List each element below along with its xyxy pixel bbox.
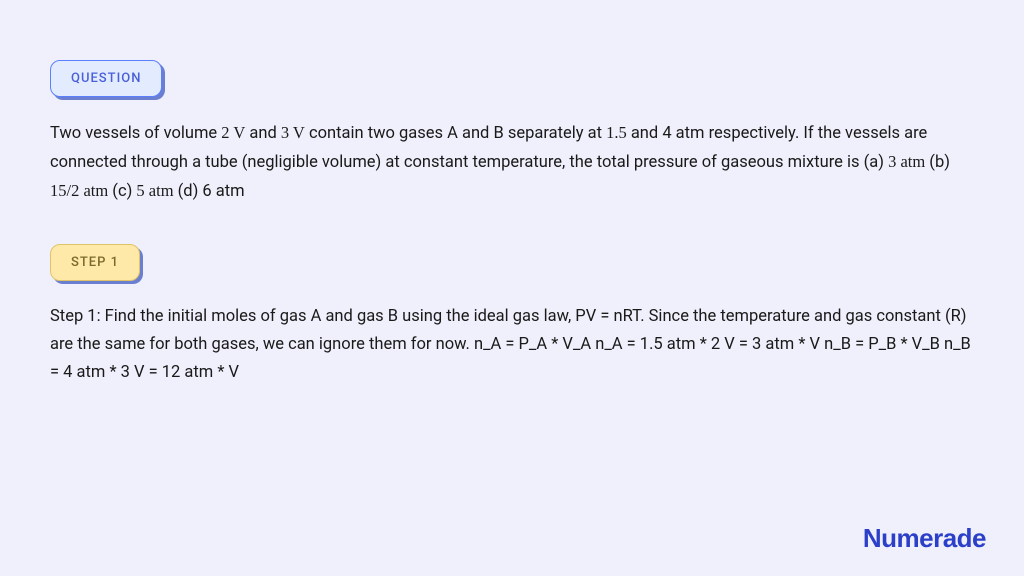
- step-badge-label: STEP 1: [71, 255, 119, 270]
- question-math: 2 V: [221, 123, 245, 142]
- question-answer: 3 atm: [888, 152, 925, 171]
- question-answer: 15/2 atm: [50, 181, 108, 200]
- question-answer: 5 atm: [136, 181, 173, 200]
- question-part: (b): [925, 153, 950, 172]
- question-section: QUESTION Two vessels of volume 2 V and 3…: [50, 60, 974, 206]
- step-section: STEP 1 Step 1: Find the initial moles of…: [50, 244, 974, 387]
- question-part: and: [245, 124, 281, 143]
- question-text: Two vessels of volume 2 V and 3 V contai…: [50, 119, 974, 206]
- question-badge: QUESTION: [50, 60, 162, 97]
- step-text: Step 1: Find the initial moles of gas A …: [50, 303, 974, 387]
- question-part: Two vessels of volume: [50, 124, 221, 143]
- step-badge: STEP 1: [50, 244, 140, 281]
- question-badge-label: QUESTION: [71, 71, 141, 86]
- logo: Numerade: [863, 523, 986, 554]
- question-part: (d) 6 atm: [174, 182, 245, 201]
- question-math: 1.5: [606, 123, 627, 142]
- question-part: contain two gases A and B separately at: [305, 124, 606, 143]
- question-part: (c): [108, 182, 136, 201]
- question-math: 3 V: [281, 123, 305, 142]
